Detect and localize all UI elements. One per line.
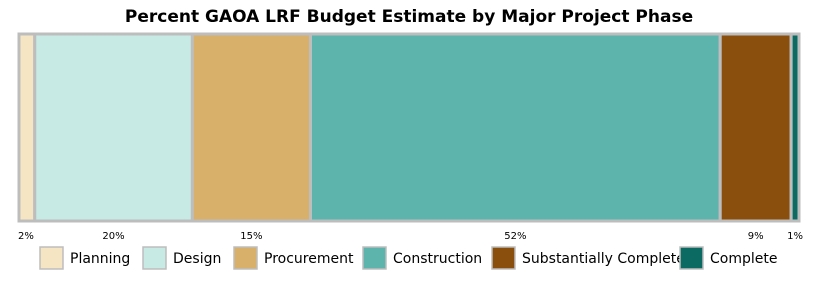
bar-segment [309, 32, 722, 223]
chart-title: Percent GAOA LRF Budget Estimate by Majo… [125, 7, 693, 27]
legend-label: Design [173, 251, 221, 267]
value-label: 9% [748, 231, 764, 242]
legend-swatch [142, 246, 167, 270]
bar-segment [789, 32, 801, 223]
legend-swatch [491, 246, 516, 270]
value-label: 52% [504, 231, 526, 242]
value-label: 15% [240, 231, 262, 242]
legend-label: Procurement [264, 251, 354, 267]
legend-label: Substantially Complete [522, 251, 685, 267]
value-label: 20% [102, 231, 124, 242]
bar-segment [718, 32, 793, 223]
value-label: 2% [18, 231, 34, 242]
legend-swatch [233, 246, 258, 270]
bar-segment [190, 32, 313, 223]
legend-swatch [362, 246, 387, 270]
legend-swatch [679, 246, 704, 270]
legend-label: Planning [70, 251, 130, 267]
legend-label: Complete [710, 251, 777, 267]
bar-segment [17, 32, 37, 223]
bar-segment [33, 32, 194, 223]
value-label: 1% [787, 231, 803, 242]
legend-swatch [39, 246, 64, 270]
legend-label: Construction [393, 251, 482, 267]
